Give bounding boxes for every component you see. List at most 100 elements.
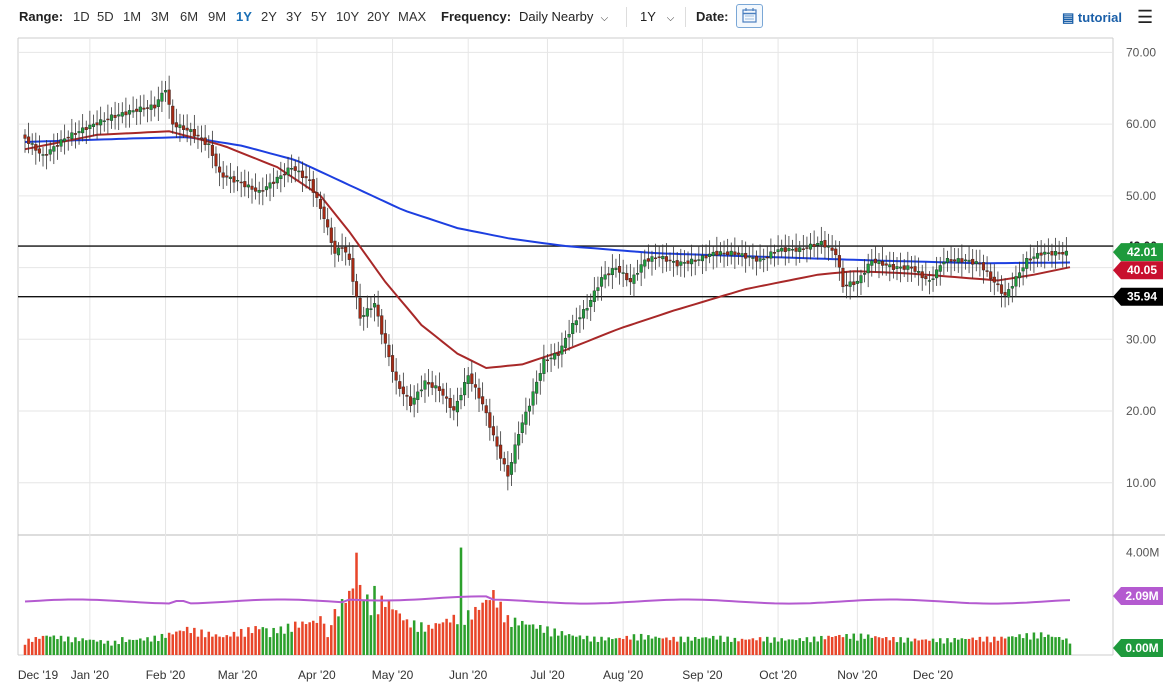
candle-body: [697, 259, 701, 261]
candle-body: [549, 357, 553, 360]
range-20y[interactable]: 20Y: [367, 9, 391, 24]
candle-body: [823, 240, 827, 248]
candle-body: [971, 258, 975, 265]
candle-body: [268, 182, 272, 189]
volume-bar: [153, 635, 156, 655]
candle-body: [538, 373, 542, 381]
volume-bar: [675, 641, 679, 655]
volume-bar: [589, 641, 592, 655]
volume-bar: [333, 609, 337, 655]
range-max[interactable]: MAX: [398, 9, 427, 24]
volume-bar: [575, 636, 578, 655]
volume-bar: [639, 633, 643, 655]
volume-bar: [402, 620, 405, 655]
candle-body: [1061, 252, 1065, 255]
volume-bar: [66, 636, 70, 655]
candle-body: [686, 260, 690, 264]
candle-body: [1007, 289, 1011, 298]
range-6m[interactable]: 6M: [180, 9, 199, 24]
candle-body: [427, 382, 431, 385]
range-3y[interactable]: 3Y: [286, 9, 302, 24]
candle-body: [884, 263, 888, 266]
candle-body: [376, 304, 380, 317]
volume-bar: [290, 631, 293, 655]
period-select[interactable]: 1Y ⌵: [640, 9, 674, 24]
candle-body: [981, 262, 986, 271]
candle-body: [232, 176, 236, 183]
candle-body: [733, 251, 737, 255]
tutorial-link[interactable]: ▤ tutorial: [1062, 10, 1122, 26]
volume-bar: [1036, 638, 1039, 655]
range-10y[interactable]: 10Y: [336, 9, 360, 24]
candle-body: [365, 308, 369, 317]
volume-bar: [683, 642, 686, 655]
volume-bar: [481, 602, 484, 655]
range-9m[interactable]: 9M: [208, 9, 227, 24]
volume-bar: [773, 637, 776, 655]
candle-body: [754, 256, 759, 262]
x-tick-label: Dec '19: [18, 668, 59, 682]
range-1d[interactable]: 1D: [73, 9, 90, 24]
candle-body: [185, 127, 189, 131]
volume-bar: [910, 641, 913, 655]
candle-body: [531, 391, 535, 406]
volume-bar: [463, 624, 466, 655]
volume-bar: [391, 609, 394, 655]
candle-body: [109, 114, 114, 121]
candle-body: [513, 444, 517, 464]
volume-bar: [239, 628, 243, 655]
price-tick-label: 60.00: [1126, 117, 1156, 131]
volume-bar: [146, 637, 149, 655]
volume-bar: [946, 638, 949, 655]
volume-bar: [845, 634, 848, 655]
volume-bar: [942, 643, 946, 655]
candle-body: [855, 280, 859, 284]
toolbar-divider: [685, 7, 686, 27]
candle-body: [171, 105, 175, 125]
x-tick-label: Nov '20: [837, 668, 878, 682]
volume-bar: [863, 638, 866, 655]
volume-bar: [139, 638, 142, 655]
candle-body: [466, 375, 470, 385]
calendar-button[interactable]: [736, 4, 763, 28]
candle-body: [805, 247, 809, 249]
candle-body: [830, 247, 834, 251]
volume-bar: [654, 636, 657, 655]
volume-bar: [510, 626, 513, 655]
range-5y[interactable]: 5Y: [311, 9, 327, 24]
candle-body: [953, 259, 957, 262]
range-1m[interactable]: 1M: [123, 9, 142, 24]
range-5d[interactable]: 5D: [97, 9, 114, 24]
volume-bar: [625, 635, 629, 655]
candle-body: [297, 170, 301, 173]
range-2y[interactable]: 2Y: [261, 9, 277, 24]
volume-bar: [874, 636, 877, 655]
candle-body: [1043, 251, 1047, 255]
candle-body: [978, 262, 982, 265]
candle-body: [989, 271, 993, 279]
volume-bar: [520, 620, 524, 655]
volume-bar: [221, 637, 225, 655]
candle-body: [999, 284, 1004, 294]
candle-body: [895, 266, 899, 269]
candle-body: [430, 382, 434, 388]
volume-bar: [1014, 637, 1018, 655]
candle-body: [23, 134, 27, 139]
candle-body: [790, 249, 795, 251]
frequency-select[interactable]: Daily Nearby ⌵: [519, 9, 608, 24]
hamburger-menu-icon[interactable]: ☰: [1137, 7, 1154, 27]
volume-bar: [103, 643, 106, 655]
volume-bar: [322, 623, 326, 655]
candle-body: [744, 252, 748, 259]
x-tick-label: Sep '20: [682, 668, 723, 682]
volume-tag: 0.00M: [1125, 641, 1158, 655]
candle-body: [556, 353, 560, 356]
range-1y[interactable]: 1Y: [236, 9, 252, 24]
candle-body: [1010, 286, 1014, 289]
candle-body: [117, 114, 121, 117]
volume-bar: [513, 617, 517, 655]
volume-bar: [971, 637, 974, 655]
candle-body: [434, 385, 438, 389]
range-3m[interactable]: 3M: [151, 9, 170, 24]
volume-average-line: [24, 595, 1071, 605]
